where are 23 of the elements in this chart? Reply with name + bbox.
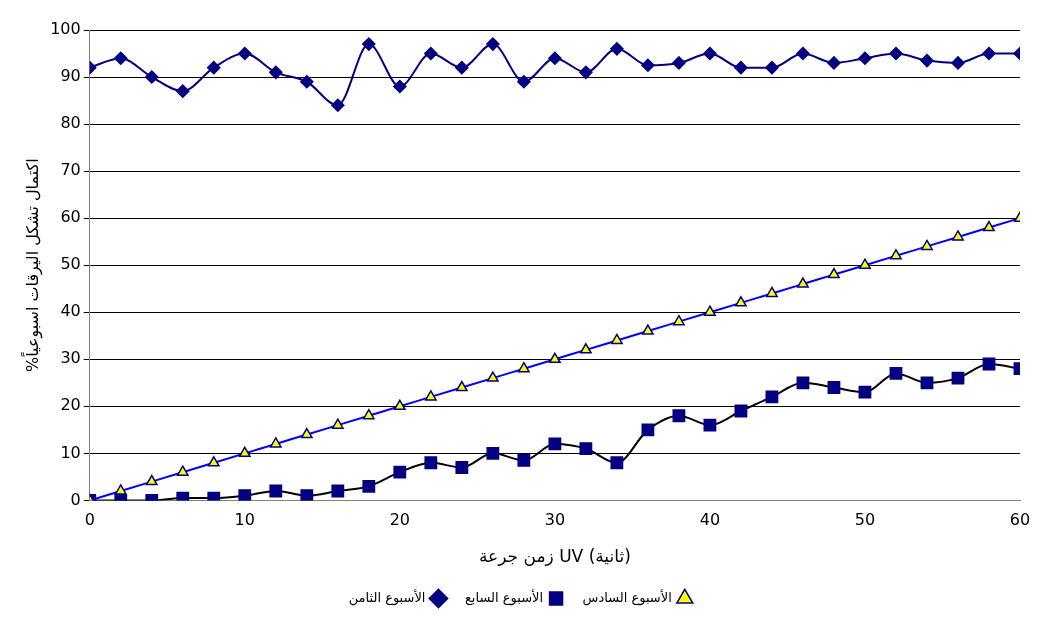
- y-tick-label: 20: [60, 395, 81, 415]
- legend-label: الأسبوع السادس: [582, 588, 672, 606]
- y-tick-label: 60: [60, 207, 81, 227]
- x-tick-label: 50: [854, 510, 876, 530]
- x-axis-title: زمن جرعة UV (ثانية): [478, 546, 631, 567]
- y-tick-label: 40: [60, 301, 81, 321]
- y-tick-label: 0: [70, 489, 81, 509]
- y-axis-title: %اكتمال تشكل اليرقات اسبوعياً: [20, 158, 43, 372]
- x-tick-label: 60: [1009, 510, 1031, 530]
- x-tick-label: 20: [389, 510, 411, 530]
- y-tick-label: 30: [60, 348, 81, 368]
- legend-label: الأسبوع الثامن: [348, 588, 426, 606]
- y-tick-label: 70: [60, 160, 81, 180]
- y-tick-label: 80: [60, 113, 81, 133]
- y-tick-label: 50: [60, 254, 81, 274]
- legend-label: الأسبوع السابع: [464, 588, 544, 606]
- y-tick-label: 10: [60, 442, 81, 462]
- x-tick-label: 10: [234, 510, 255, 530]
- x-tick-label: 30: [544, 510, 566, 530]
- x-tick-label: 0: [84, 510, 95, 530]
- y-tick-label: 90: [60, 66, 81, 86]
- y-tick-label: 100: [50, 19, 81, 39]
- x-tick-label: 40: [699, 510, 721, 530]
